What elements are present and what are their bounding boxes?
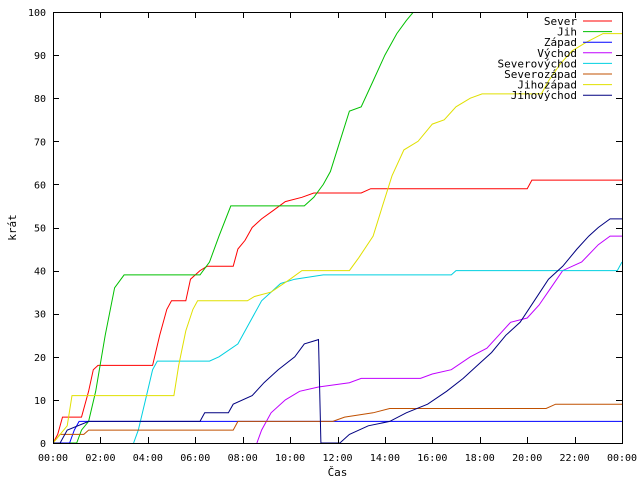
x-tick-label: 22:00 xyxy=(560,453,590,464)
series-line-8 xyxy=(53,218,622,443)
legend-label: Severozápad xyxy=(504,68,577,81)
x-tick-label: 12:00 xyxy=(322,453,352,464)
x-tick-label: 04:00 xyxy=(133,453,163,464)
legend-label: Západ xyxy=(544,36,577,49)
x-tick-label: 02:00 xyxy=(85,453,115,464)
y-tick-label: 100 xyxy=(28,8,46,19)
legend-label: Jihozápad xyxy=(517,79,577,92)
x-tick-label: 00:00 xyxy=(38,453,68,464)
legend-label: Sever xyxy=(544,15,577,28)
series-line-5 xyxy=(133,261,622,443)
x-tick-label: 14:00 xyxy=(370,453,400,464)
y-tick-label: 60 xyxy=(34,180,46,191)
x-tick-label: 16:00 xyxy=(417,453,447,464)
y-axis-title: krát xyxy=(6,214,19,241)
legend-label: Východ xyxy=(537,47,577,60)
series-line-1 xyxy=(53,179,622,443)
y-tick-label: 70 xyxy=(34,137,46,148)
series-line-2 xyxy=(53,12,414,443)
y-tick-label: 20 xyxy=(34,353,46,364)
x-tick-label: 06:00 xyxy=(180,453,210,464)
y-tick-label: 30 xyxy=(34,310,46,321)
y-tick-label: 10 xyxy=(34,396,46,407)
y-tick-label: 80 xyxy=(34,94,46,105)
legend: SeverJihZápadVýchodSeverovýchodSeverozáp… xyxy=(498,15,612,102)
y-tick-label: 50 xyxy=(34,224,46,235)
ticks-layer: 00:00 02:00 04:00 06:00 08:00 10:00 12:00 14:00… xyxy=(28,8,637,464)
x-tick-label: 00:00 xyxy=(607,453,637,464)
y-tick-label: 90 xyxy=(34,51,46,62)
x-axis-title: Čas xyxy=(328,466,348,479)
y-tick-label: 0 xyxy=(40,439,46,450)
y-tick-label: 40 xyxy=(34,267,46,278)
series-line-6 xyxy=(53,403,622,443)
legend-label: Jih xyxy=(557,26,577,39)
series-line-7 xyxy=(53,33,622,443)
legend-label: Severovýchod xyxy=(498,57,577,70)
series-layer xyxy=(53,12,622,443)
x-tick-label: 20:00 xyxy=(512,453,542,464)
x-tick-label: 08:00 xyxy=(228,453,258,464)
series-line-4 xyxy=(256,235,622,443)
x-tick-label: 18:00 xyxy=(465,453,495,464)
legend-label: Jihovýchod xyxy=(511,89,577,102)
x-tick-label: 10:00 xyxy=(275,453,305,464)
